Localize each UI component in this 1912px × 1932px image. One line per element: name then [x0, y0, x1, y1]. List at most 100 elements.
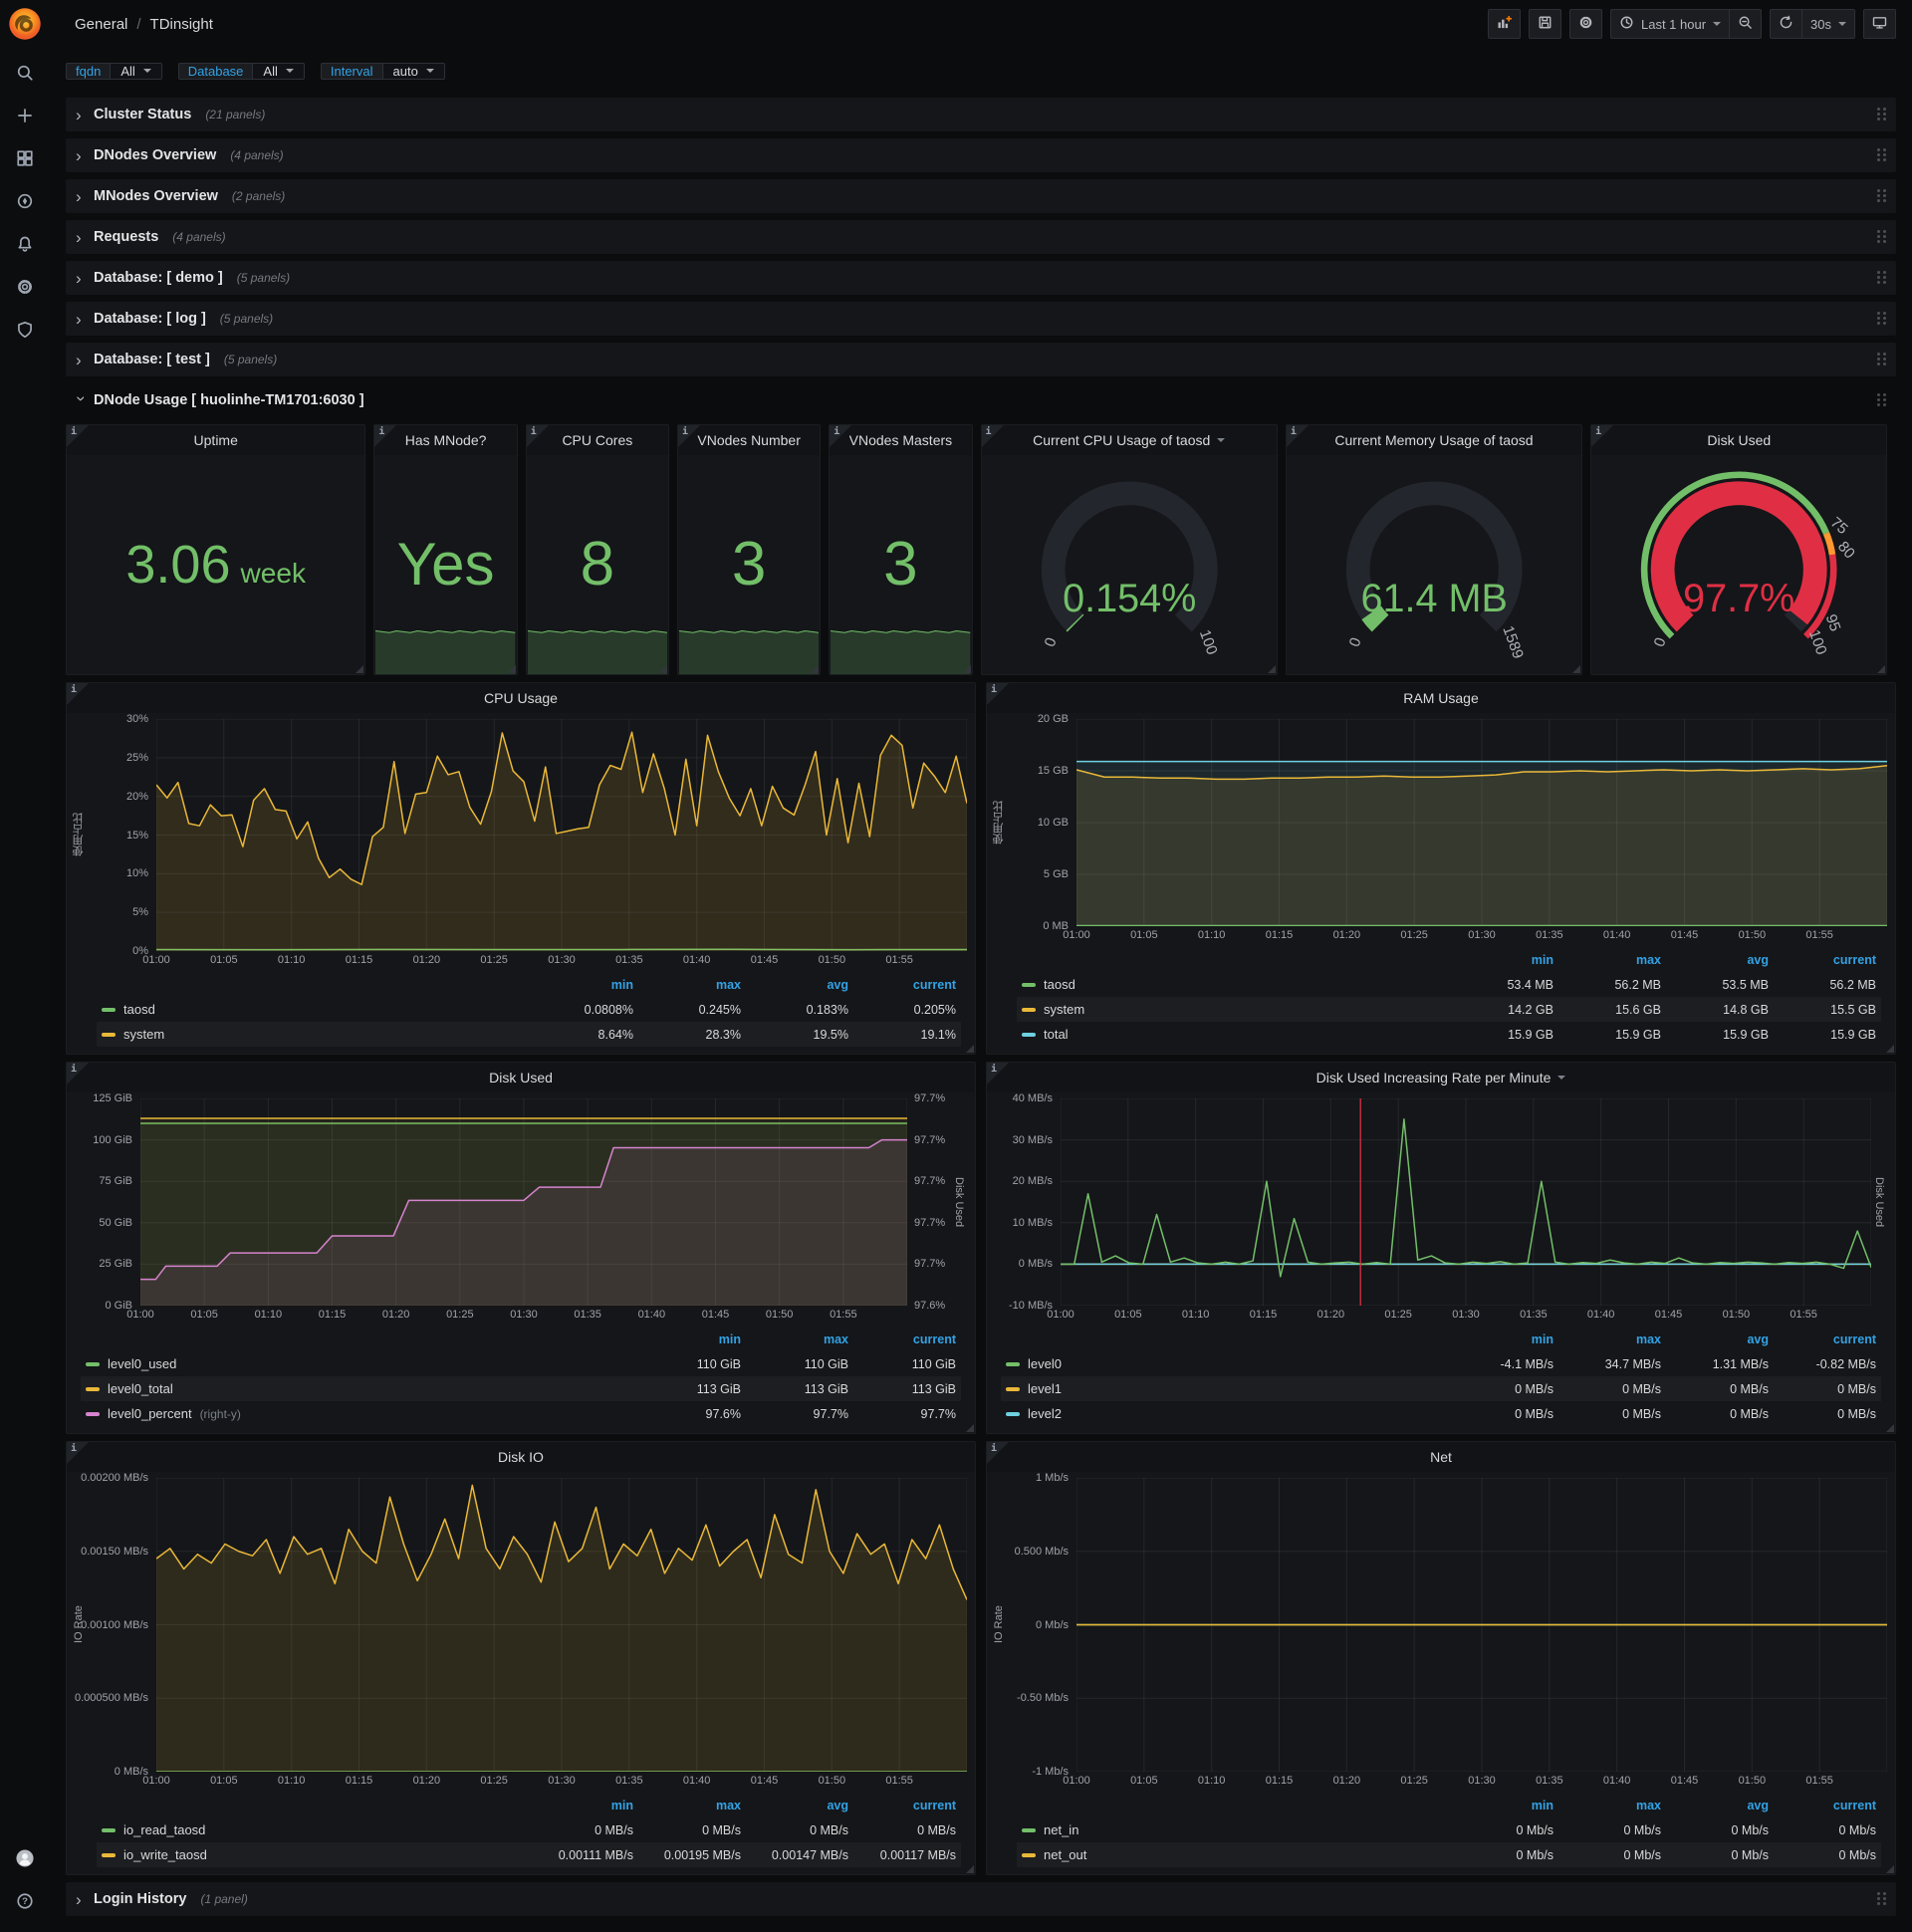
row-drag-handle[interactable] — [1877, 353, 1886, 366]
legend-column-max[interactable]: max — [1635, 1331, 1661, 1346]
legend-series-toggle[interactable]: level0_used — [86, 1356, 633, 1371]
sidebar-item-gear[interactable] — [0, 265, 50, 308]
time-range-picker[interactable]: Last 1 hour — [1609, 9, 1731, 39]
legend-column-max[interactable]: max — [715, 1798, 741, 1812]
variable-fqdn-value-dropdown[interactable]: All — [110, 62, 162, 80]
refresh-button[interactable] — [1770, 9, 1803, 39]
panel-title[interactable]: CPU Cores — [562, 432, 633, 448]
legend-series-toggle[interactable]: level2 — [1006, 1406, 1446, 1421]
legend-series-toggle[interactable]: net_out — [1022, 1847, 1446, 1862]
add-panel-button[interactable] — [1487, 9, 1521, 39]
panel-title[interactable]: Net — [1430, 1449, 1452, 1465]
variable-interval-value-dropdown[interactable]: auto — [381, 62, 445, 80]
sidebar-item-help[interactable]: ? — [0, 1879, 50, 1922]
panel-resize-handle[interactable] — [966, 1045, 974, 1053]
tv-mode-button[interactable] — [1863, 9, 1896, 39]
panel-resize-handle[interactable] — [1877, 665, 1886, 673]
legend-column-avg[interactable]: avg — [827, 1798, 848, 1812]
panel-resize-handle[interactable] — [966, 1865, 974, 1873]
chart-plot-area[interactable] — [156, 1478, 967, 1772]
legend-column-current[interactable]: current — [1832, 952, 1876, 967]
legend-column-avg[interactable]: avg — [1747, 1331, 1769, 1346]
panel-info-icon[interactable]: i — [67, 683, 89, 705]
legend-series-toggle[interactable]: io_write_taosd — [102, 1847, 526, 1862]
legend-series-toggle[interactable]: taosd — [1022, 977, 1446, 992]
sidebar-item-avatar[interactable] — [0, 1836, 50, 1879]
panel-resize-handle[interactable] — [1886, 1045, 1894, 1053]
legend-column-current[interactable]: current — [1832, 1798, 1876, 1812]
panel-title[interactable]: Disk Used Increasing Rate per Minute — [1316, 1070, 1566, 1086]
row-requests[interactable]: › Requests (4 panels) — [66, 220, 1896, 254]
legend-column-current[interactable]: current — [912, 1798, 956, 1812]
row-dnode-usage[interactable]: › DNode Usage [ huolinhe-TM1701:6030 ] — [66, 383, 1896, 417]
legend-series-toggle[interactable]: system — [102, 1027, 526, 1042]
legend-column-current[interactable]: current — [912, 1331, 956, 1346]
breadcrumb-dashboard-title[interactable]: TDinsight — [149, 15, 213, 33]
row-database-log[interactable]: › Database: [ log ] (5 panels) — [66, 302, 1896, 336]
legend-column-avg[interactable]: avg — [1747, 1798, 1769, 1812]
row-drag-handle[interactable] — [1877, 108, 1886, 121]
panel-title[interactable]: Current Memory Usage of taosd — [1334, 432, 1534, 448]
legend-series-toggle[interactable]: system — [1022, 1002, 1446, 1017]
grafana-logo[interactable] — [8, 7, 42, 41]
legend-series-toggle[interactable]: io_read_taosd — [102, 1822, 526, 1837]
chart-plot-area[interactable] — [156, 719, 967, 951]
legend-column-min[interactable]: min — [610, 977, 633, 992]
panel-resize-handle[interactable] — [1267, 665, 1276, 673]
legend-series-toggle[interactable]: net_in — [1022, 1822, 1446, 1837]
legend-column-avg[interactable]: avg — [827, 977, 848, 992]
panel-title[interactable]: Disk Used — [489, 1070, 553, 1086]
row-login-history[interactable]: › Login History (1 panel) — [66, 1882, 1896, 1916]
row-drag-handle[interactable] — [1877, 230, 1886, 244]
legend-column-min[interactable]: min — [1531, 952, 1554, 967]
row-database-demo[interactable]: › Database: [ demo ] (5 panels) — [66, 261, 1896, 295]
row-drag-handle[interactable] — [1877, 148, 1886, 162]
sidebar-item-plus[interactable] — [0, 94, 50, 136]
sidebar-item-dashboards[interactable] — [0, 136, 50, 179]
panel-info-icon[interactable]: i — [67, 1442, 89, 1464]
panel-resize-handle[interactable] — [356, 665, 364, 673]
panel-resize-handle[interactable] — [1572, 665, 1581, 673]
legend-series-toggle[interactable]: level1 — [1006, 1381, 1446, 1396]
panel-resize-handle[interactable] — [962, 665, 971, 673]
row-drag-handle[interactable] — [1877, 271, 1886, 285]
legend-series-toggle[interactable]: level0_total — [86, 1381, 633, 1396]
legend-series-toggle[interactable]: level0 — [1006, 1356, 1446, 1371]
legend-column-current[interactable]: current — [912, 977, 956, 992]
panel-info-icon[interactable]: i — [67, 1063, 89, 1085]
legend-column-min[interactable]: min — [610, 1798, 633, 1812]
panel-title[interactable]: VNodes Masters — [848, 432, 953, 448]
sidebar-item-shield[interactable] — [0, 308, 50, 351]
panel-info-icon[interactable]: i — [1591, 425, 1614, 447]
sidebar-item-compass[interactable] — [0, 179, 50, 222]
panel-resize-handle[interactable] — [658, 665, 667, 673]
panel-title[interactable]: Uptime — [193, 432, 238, 448]
chart-plot-area[interactable] — [1061, 1098, 1871, 1306]
refresh-interval-picker[interactable]: 30s — [1802, 9, 1855, 39]
panel-info-icon[interactable]: i — [987, 1063, 1009, 1085]
sidebar-item-search[interactable] — [0, 51, 50, 94]
panel-title[interactable]: CPU Usage — [484, 690, 558, 706]
legend-column-max[interactable]: max — [1635, 952, 1661, 967]
panel-info-icon[interactable]: i — [981, 425, 1004, 447]
panel-resize-handle[interactable] — [507, 665, 516, 673]
chart-plot-area[interactable] — [1076, 1478, 1887, 1772]
panel-info-icon[interactable]: i — [987, 683, 1009, 705]
legend-column-max[interactable]: max — [823, 1331, 848, 1346]
legend-column-max[interactable]: max — [715, 977, 741, 992]
panel-info-icon[interactable]: i — [526, 425, 549, 447]
save-dashboard-button[interactable] — [1528, 9, 1561, 39]
breadcrumb-folder[interactable]: General — [75, 15, 128, 33]
row-database-test[interactable]: › Database: [ test ] (5 panels) — [66, 343, 1896, 376]
row-cluster-status[interactable]: › Cluster Status (21 panels) — [66, 98, 1896, 131]
row-drag-handle[interactable] — [1877, 393, 1886, 407]
row-drag-handle[interactable] — [1877, 1892, 1886, 1906]
panel-resize-handle[interactable] — [811, 665, 820, 673]
legend-series-toggle[interactable]: total — [1022, 1027, 1446, 1042]
panel-resize-handle[interactable] — [1886, 1865, 1894, 1873]
chart-plot-area[interactable] — [140, 1098, 907, 1306]
row-dnodes-overview[interactable]: › DNodes Overview (4 panels) — [66, 138, 1896, 172]
legend-series-toggle[interactable]: taosd — [102, 1002, 526, 1017]
dashboard-settings-button[interactable] — [1568, 9, 1602, 39]
sidebar-item-bell[interactable] — [0, 222, 50, 265]
